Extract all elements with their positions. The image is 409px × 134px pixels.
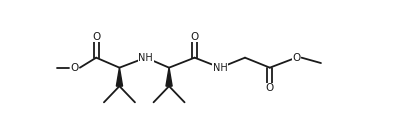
Text: O: O	[190, 32, 198, 42]
Polygon shape	[116, 68, 122, 86]
Text: O: O	[265, 83, 273, 93]
Text: NH: NH	[212, 63, 227, 73]
Text: O: O	[70, 63, 79, 73]
Text: O: O	[92, 32, 100, 42]
Text: NH: NH	[138, 53, 153, 63]
Polygon shape	[166, 68, 172, 86]
Text: O: O	[291, 53, 299, 63]
